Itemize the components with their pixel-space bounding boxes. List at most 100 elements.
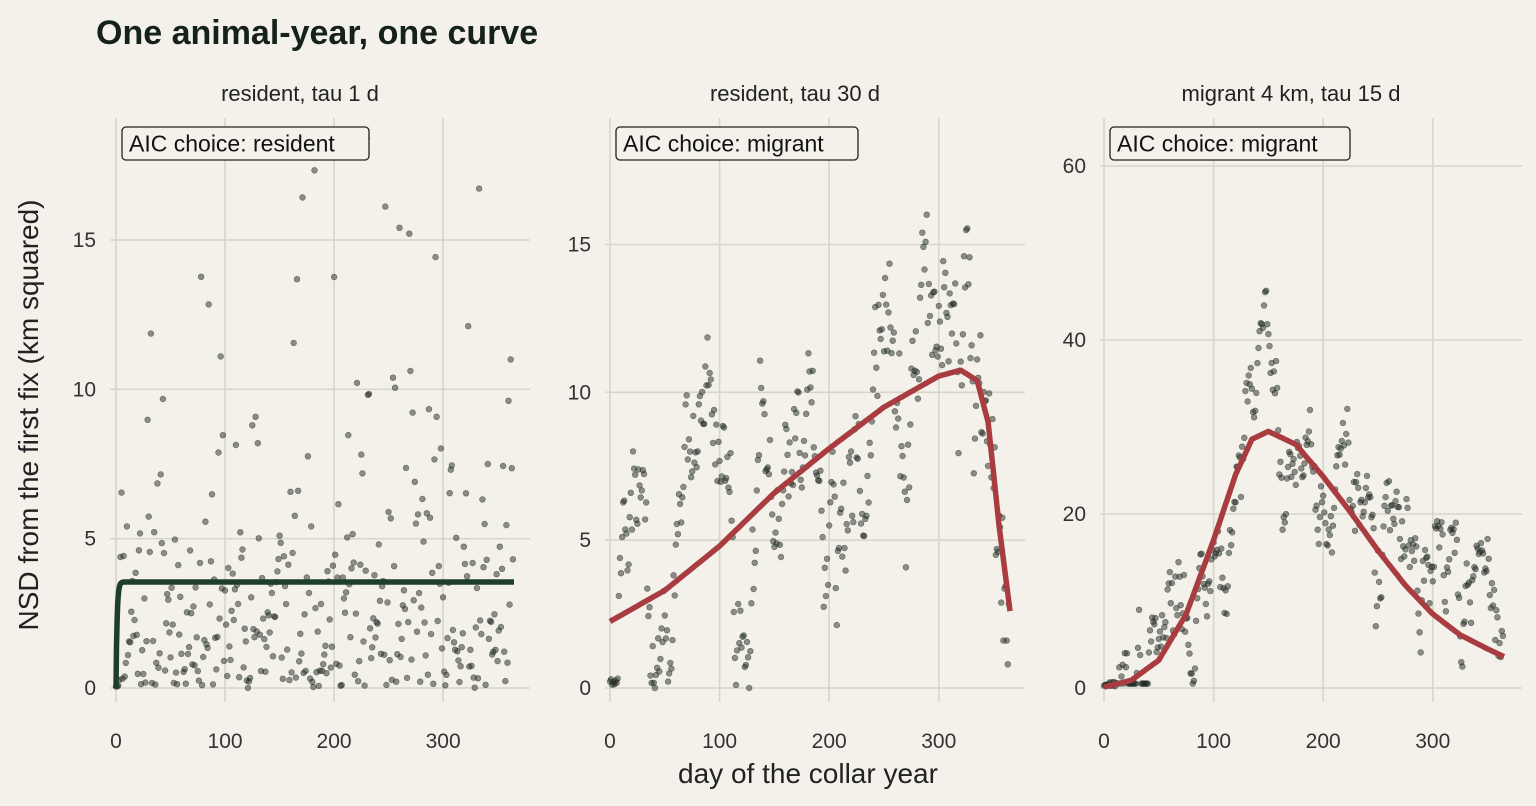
scatter-point (958, 382, 965, 389)
scatter-point (938, 361, 946, 369)
scatter-point (1330, 504, 1338, 512)
scatter-point (308, 523, 315, 530)
scatter-point (1232, 499, 1239, 506)
scatter-point (1439, 531, 1446, 538)
scatter-point (430, 680, 437, 687)
scatter-point (328, 643, 336, 650)
y-tick-label: 10 (73, 378, 96, 401)
scatter-point (147, 330, 155, 337)
scatter-point (410, 597, 417, 604)
scatter-point (390, 562, 398, 570)
scatter-point (144, 416, 151, 423)
scatter-point (299, 194, 306, 201)
scatter-point (443, 671, 450, 679)
scatter-point (856, 487, 864, 495)
scatter-point (194, 667, 202, 675)
scatter-point (772, 529, 779, 536)
scatter-point (757, 384, 765, 392)
scatter-point (791, 435, 799, 442)
scatter-point (1499, 632, 1507, 639)
scatter-point (979, 430, 986, 437)
scatter-point (433, 413, 440, 420)
scatter-point (381, 651, 388, 658)
scatter-point (342, 589, 350, 596)
scatter-point (827, 499, 834, 506)
scatter-point (960, 253, 968, 260)
scatter-point (1248, 385, 1256, 392)
scatter-point (317, 600, 325, 608)
scatter-point (357, 561, 364, 568)
scatter-point (508, 465, 515, 472)
scatter-point (1378, 594, 1385, 601)
scatter-point (847, 448, 855, 455)
scatter-point (449, 626, 457, 634)
scatter-point (403, 674, 411, 682)
scatter-point (1136, 651, 1144, 659)
scatter-point (818, 507, 825, 514)
scatter-point (750, 585, 757, 593)
scatter-point (407, 367, 414, 375)
scatter-point (731, 654, 739, 662)
y-tick-label: 10 (568, 381, 591, 404)
scatter-point (1372, 622, 1380, 630)
scatter-point (1321, 509, 1328, 516)
scatter-point (248, 594, 255, 601)
scatter-point (296, 658, 303, 665)
scatter-point (944, 313, 951, 320)
scatter-point (1479, 550, 1487, 557)
scatter-point (1420, 577, 1428, 584)
scatter-point (1451, 549, 1458, 556)
scatter-point (784, 451, 791, 458)
scatter-point (1241, 434, 1248, 441)
scatter-point (214, 633, 221, 641)
scatter-point (1254, 359, 1261, 367)
scatter-point (374, 620, 381, 627)
scatter-point (154, 480, 161, 487)
scatter-point (800, 437, 808, 445)
scatter-point (1290, 455, 1297, 463)
scatter-point (290, 339, 297, 347)
scatter-point (469, 559, 476, 567)
scatter-point (1477, 539, 1485, 547)
scatter-point (146, 548, 154, 556)
scatter-point (1361, 499, 1369, 506)
scatter-point (149, 637, 157, 645)
scatter-point (1318, 499, 1326, 506)
x-tick-label: 0 (110, 730, 122, 753)
scatter-point (400, 587, 408, 594)
scatter-point (1122, 663, 1130, 671)
scatter-point (683, 392, 690, 399)
x-tick-label: 200 (317, 730, 352, 753)
scatter-point (748, 600, 755, 607)
scatter-point (1253, 389, 1260, 397)
scatter-point (625, 561, 632, 568)
scatter-point (335, 501, 342, 508)
scatter-point (864, 472, 871, 480)
scatter-point (414, 511, 422, 518)
scatter-point (265, 612, 272, 619)
scatter-point (345, 431, 352, 439)
scatter-point (642, 499, 650, 506)
scatter-point (1146, 627, 1154, 634)
scatter-point (161, 667, 169, 674)
scatter-point (262, 668, 269, 675)
scatter-point (424, 671, 432, 678)
scatter-point (894, 415, 902, 422)
scatter-point (448, 462, 455, 469)
scatter-point (185, 643, 193, 651)
scatter-point (182, 680, 190, 687)
scatter-point (263, 643, 270, 651)
scatter-point (406, 230, 413, 237)
y-axis-label: NSD from the first fix (km squared) (13, 200, 44, 631)
scatter-point (481, 520, 488, 528)
scatter-point (658, 625, 665, 632)
scatter-point (1255, 344, 1262, 352)
scatter-point (854, 455, 861, 462)
scatter-point (238, 554, 245, 561)
scatter-point (1489, 602, 1497, 609)
scatter-point (473, 584, 481, 592)
scatter-point (821, 564, 828, 571)
scatter-point (249, 422, 256, 429)
scatter-point (695, 401, 702, 408)
